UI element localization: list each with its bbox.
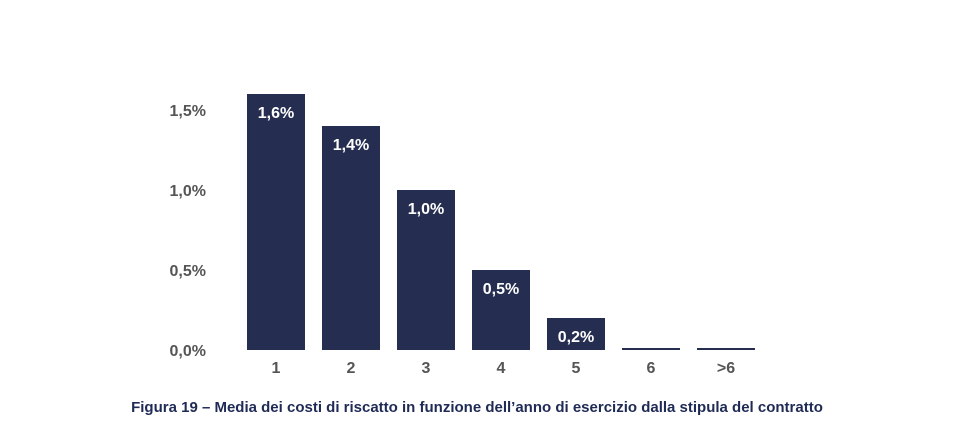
x-tick-label: 2	[347, 360, 356, 377]
bar	[547, 318, 605, 350]
x-tick-label: 3	[422, 360, 431, 377]
x-tick-label: 4	[497, 360, 506, 377]
data-label: 1,0%	[408, 201, 444, 218]
data-label: 1,6%	[258, 105, 294, 122]
bar	[472, 270, 530, 350]
data-label: 0,5%	[483, 281, 519, 298]
bar	[247, 94, 305, 350]
data-label: 1,4%	[333, 137, 369, 154]
y-tick-label: 1,0%	[170, 183, 206, 200]
y-tick-label: 0,5%	[170, 263, 206, 280]
y-tick-label: 1,5%	[170, 103, 206, 120]
bar	[322, 126, 380, 350]
x-tick-label: >6	[717, 360, 735, 377]
x-tick-label: 5	[572, 360, 581, 377]
bar	[697, 348, 755, 350]
data-label: 0,2%	[558, 329, 594, 346]
x-tick-label: 6	[647, 360, 656, 377]
x-tick-label: 1	[272, 360, 281, 377]
bar-chart: 0,0% 0,5% 1,0% 1,5% 1,6% 1 1,4% 2 1,0% 3 0,5% 4 0,2%…	[170, 94, 755, 377]
bar	[622, 348, 680, 350]
bar	[397, 190, 455, 350]
y-tick-label: 0,0%	[170, 343, 206, 360]
figure-caption: Figura 19 – Media dei costi di riscatto …	[131, 399, 823, 416]
